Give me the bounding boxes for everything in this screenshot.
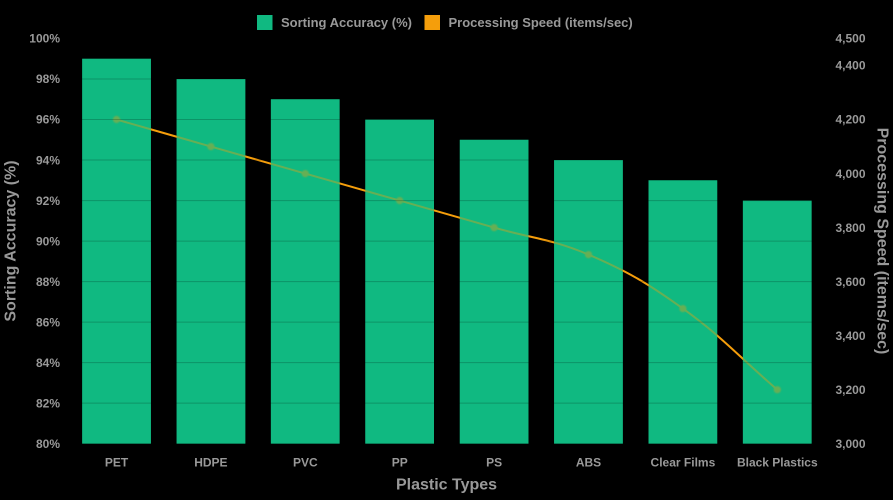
svg-text:4,200: 4,200 (836, 113, 866, 127)
svg-text:Plastic Types: Plastic Types (396, 477, 497, 494)
svg-text:PP: PP (392, 456, 408, 470)
svg-text:3,000: 3,000 (836, 437, 866, 451)
svg-text:98%: 98% (36, 72, 60, 86)
svg-text:4,400: 4,400 (836, 59, 866, 73)
svg-text:86%: 86% (36, 315, 60, 329)
svg-text:88%: 88% (36, 275, 60, 289)
svg-text:3,800: 3,800 (836, 221, 866, 235)
svg-text:Clear Films: Clear Films (651, 456, 716, 470)
svg-text:4,000: 4,000 (836, 167, 866, 181)
svg-text:3,200: 3,200 (836, 383, 866, 397)
svg-text:94%: 94% (36, 153, 60, 167)
svg-text:PET: PET (105, 456, 129, 470)
svg-text:HDPE: HDPE (194, 456, 227, 470)
svg-text:PS: PS (486, 456, 502, 470)
svg-text:Processing Speed (items/sec): Processing Speed (items/sec) (874, 128, 891, 355)
svg-text:Sorting Accuracy (%): Sorting Accuracy (%) (281, 15, 412, 30)
svg-text:4,500: 4,500 (836, 32, 866, 46)
svg-text:ABS: ABS (576, 456, 601, 470)
svg-text:84%: 84% (36, 356, 60, 370)
svg-text:80%: 80% (36, 437, 60, 451)
svg-text:Processing Speed (items/sec): Processing Speed (items/sec) (449, 15, 633, 30)
svg-text:Black Plastics: Black Plastics (737, 456, 818, 470)
svg-text:100%: 100% (29, 32, 60, 46)
svg-text:3,600: 3,600 (836, 275, 866, 289)
svg-text:96%: 96% (36, 113, 60, 127)
svg-text:90%: 90% (36, 234, 60, 248)
svg-text:82%: 82% (36, 396, 60, 410)
svg-text:92%: 92% (36, 194, 60, 208)
svg-text:3,400: 3,400 (836, 329, 866, 343)
svg-text:Sorting Accuracy (%): Sorting Accuracy (%) (3, 160, 20, 321)
svg-text:PVC: PVC (293, 456, 318, 470)
